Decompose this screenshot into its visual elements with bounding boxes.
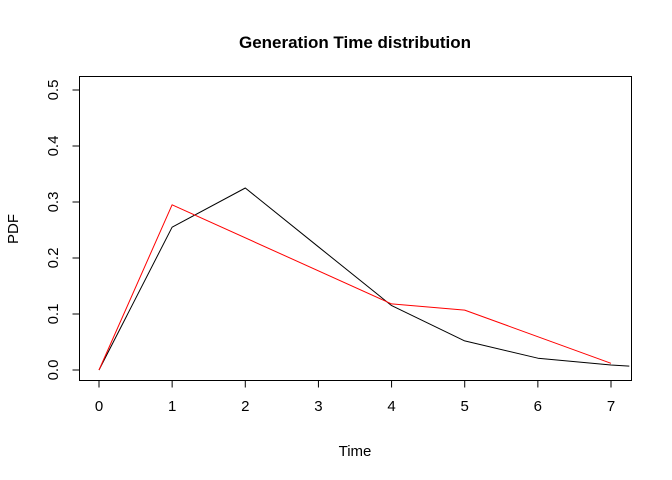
chart-title: Generation Time distribution — [239, 33, 471, 52]
x-axis: 0 1 2 3 4 5 6 7 — [95, 380, 615, 415]
x-tick-label: 4 — [387, 398, 395, 415]
x-tick-label: 1 — [168, 398, 176, 415]
series-line-1 — [98, 187, 630, 371]
y-axis-label: PDF — [5, 214, 22, 244]
x-tick-label: 6 — [534, 398, 542, 415]
x-tick-label: 3 — [314, 398, 322, 415]
y-tick-label: 0.0 — [45, 360, 62, 381]
x-tick-label: 0 — [95, 398, 103, 415]
series-group — [98, 187, 630, 371]
x-axis-label: Time — [339, 443, 372, 460]
y-tick-label: 0.1 — [45, 304, 62, 325]
y-tick-label: 0.2 — [45, 248, 62, 269]
y-axis: 0.0 0.1 0.2 0.3 0.4 0.5 — [45, 80, 80, 381]
y-tick-label: 0.5 — [45, 80, 62, 101]
x-tick-label: 7 — [607, 398, 615, 415]
plot-area — [79, 76, 632, 381]
series-line-2 — [98, 204, 612, 371]
y-tick-label: 0.4 — [45, 136, 62, 157]
y-tick-label: 0.3 — [45, 192, 62, 213]
x-tick-label: 2 — [241, 398, 249, 415]
x-tick-label: 5 — [461, 398, 469, 415]
